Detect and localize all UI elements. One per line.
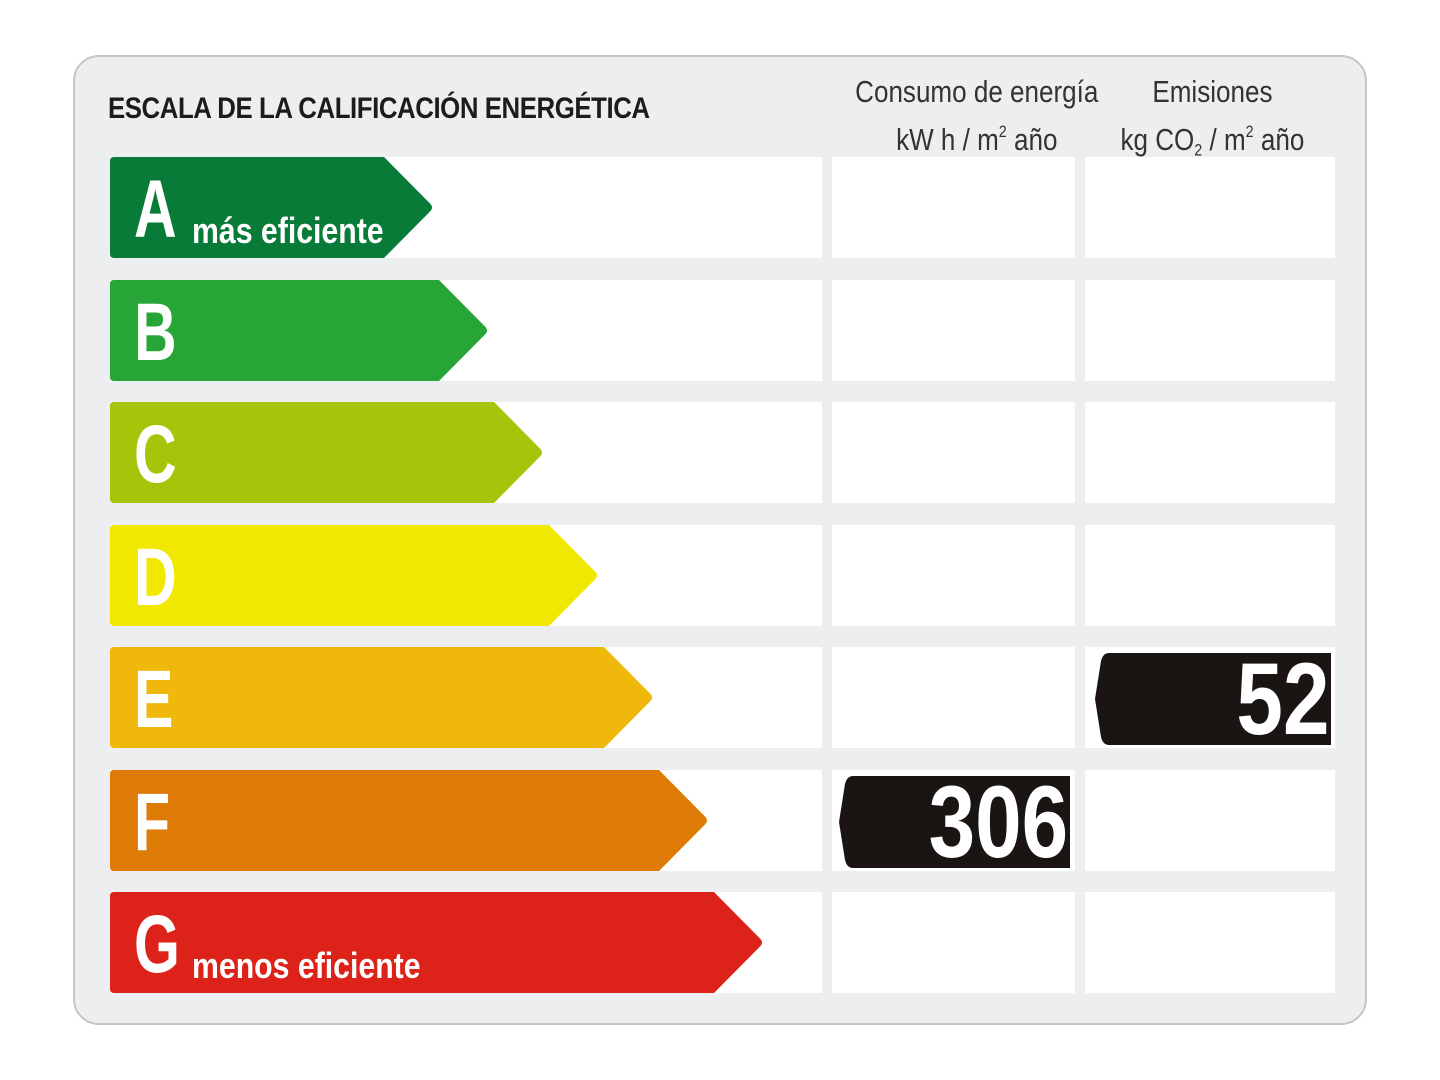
consumo-cell-c: [832, 402, 1075, 503]
emisiones-cell-c: [1085, 402, 1335, 503]
rating-letter-a: A: [134, 164, 177, 255]
rating-label-a: más eficiente: [192, 210, 384, 251]
emisiones-badge-shape: [1095, 653, 1331, 745]
rating-band-shape-d: [110, 525, 597, 626]
consumo-cell-d: [832, 525, 1075, 626]
rating-band-shape-f: [110, 770, 707, 871]
rating-band-shape-c: [110, 402, 542, 503]
emisiones-cell-d: [1085, 525, 1335, 626]
rating-band-e: [110, 647, 652, 748]
consumo-cell-g: [832, 892, 1075, 993]
rating-label-g: menos eficiente: [192, 945, 421, 986]
rating-band-b: [110, 280, 487, 381]
emisiones-cell-a: [1085, 157, 1335, 258]
emisiones-header-title: Emisiones: [1151, 74, 1273, 109]
consumo-header-title: Consumo de energía: [855, 74, 1099, 109]
rating-letter-e: E: [134, 654, 174, 745]
consumo-header: Consumo de energía kW h / m2 año: [832, 72, 1098, 160]
emisiones-badge: [1095, 653, 1331, 745]
consumo-cell-b: [832, 280, 1075, 381]
consumo-badge: [839, 776, 1070, 868]
scale-title: ESCALA DE LA CALIFICACIÓN ENERGÉTICA: [108, 92, 650, 125]
rating-band-c: [110, 402, 542, 503]
emisiones-header-unit: kg CO2 / m2 año: [1120, 121, 1304, 160]
rating-letter-c: C: [134, 409, 177, 500]
emisiones-cell-f: [1085, 770, 1335, 871]
rating-band-shape-e: [110, 647, 652, 748]
rating-letter-f: F: [134, 777, 171, 868]
rating-letter-b: B: [134, 287, 177, 378]
consumo-header-unit: kW h / m2 año: [896, 121, 1058, 157]
rating-band-a: [110, 157, 432, 258]
rating-band-f: [110, 770, 707, 871]
emisiones-value: 52: [1235, 642, 1329, 756]
emisiones-cell-b: [1085, 280, 1335, 381]
consumo-value: 306: [928, 765, 1068, 879]
rating-band-g: [110, 892, 762, 993]
rating-band-shape-b: [110, 280, 487, 381]
consumo-badge-shape: [839, 776, 1070, 868]
rating-band-shape-a: [110, 157, 432, 258]
rating-band-shape-g: [110, 892, 762, 993]
emisiones-header: Emisiones kg CO2 / m2 año: [1085, 72, 1339, 171]
rating-letter-d: D: [134, 532, 177, 623]
rating-band-d: [110, 525, 597, 626]
rating-letter-g: G: [134, 899, 180, 990]
consumo-cell-e: [832, 647, 1075, 748]
emisiones-cell-g: [1085, 892, 1335, 993]
consumo-cell-a: [832, 157, 1075, 258]
